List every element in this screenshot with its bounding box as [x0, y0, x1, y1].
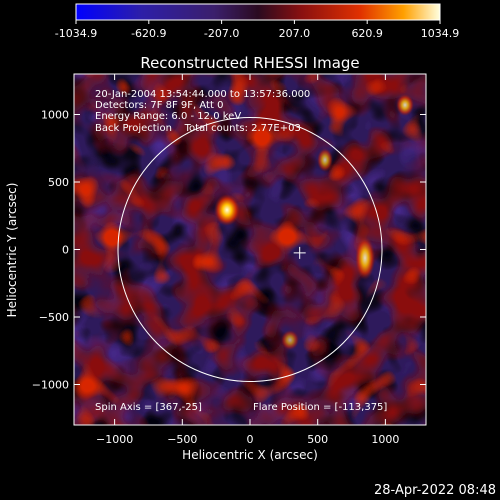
spin-axis-marker	[293, 246, 306, 259]
colorbar	[75, 3, 441, 21]
y-axis-label: Heliocentric Y (arcsec)	[5, 183, 19, 318]
x-tick-label: 0	[247, 433, 254, 446]
y-tick-label: 500	[48, 176, 69, 189]
x-tick-label: 500	[307, 433, 328, 446]
colorbar-tick-label: -620.9	[131, 27, 166, 40]
timestamp: 28-Apr-2022 08:48	[374, 483, 496, 498]
y-axis-ticks	[74, 114, 426, 385]
y-tick-label: −1000	[32, 379, 69, 392]
colorbar-ticks	[75, 20, 441, 24]
colorbar-tick-labels: -1034.9 -620.9 -207.0 207.0 620.9 1034.9	[55, 27, 459, 40]
colorbar-tick-label: -1034.9	[55, 27, 97, 40]
x-tick-label: 1000	[371, 433, 399, 446]
y-axis-tick-labels: −1000 −500 0 500 1000	[32, 109, 69, 392]
info-line-energy: Energy Range: 6.0 - 12.0 keV	[95, 111, 241, 122]
info-line-detectors: Detectors: 7F 8F 9F, Att 0	[95, 100, 223, 111]
solar-disk-outline	[117, 117, 383, 382]
spin-axis-label: Spin Axis = [367,-25]	[95, 402, 202, 413]
flare-position-label: Flare Position = [-113,375]	[253, 402, 387, 413]
image-title: Reconstructed RHESSI Image	[140, 54, 359, 72]
x-tick-label: −1000	[96, 433, 133, 446]
colorbar-tick-label: 207.0	[279, 27, 311, 40]
info-line-method: Back Projection Total counts: 2.77E+03	[95, 123, 301, 134]
reconstructed-image	[74, 74, 426, 425]
y-tick-label: 1000	[41, 109, 69, 122]
y-tick-label: −500	[39, 311, 69, 324]
colorbar-tick-label: 620.9	[351, 27, 383, 40]
x-axis-tick-labels: −1000 −500 0 500 1000	[96, 433, 399, 446]
x-axis-label: Heliocentric X (arcsec)	[182, 448, 318, 462]
bright-source	[214, 194, 240, 226]
info-line-time: 20-Jan-2004 13:54:44.000 to 13:57:36.000	[95, 89, 310, 100]
colorbar-tick-label: -207.0	[204, 27, 239, 40]
y-tick-label: 0	[62, 244, 69, 257]
x-tick-label: −500	[167, 433, 197, 446]
colorbar-tick-label: 1034.9	[421, 27, 460, 40]
x-axis-ticks	[114, 74, 386, 425]
